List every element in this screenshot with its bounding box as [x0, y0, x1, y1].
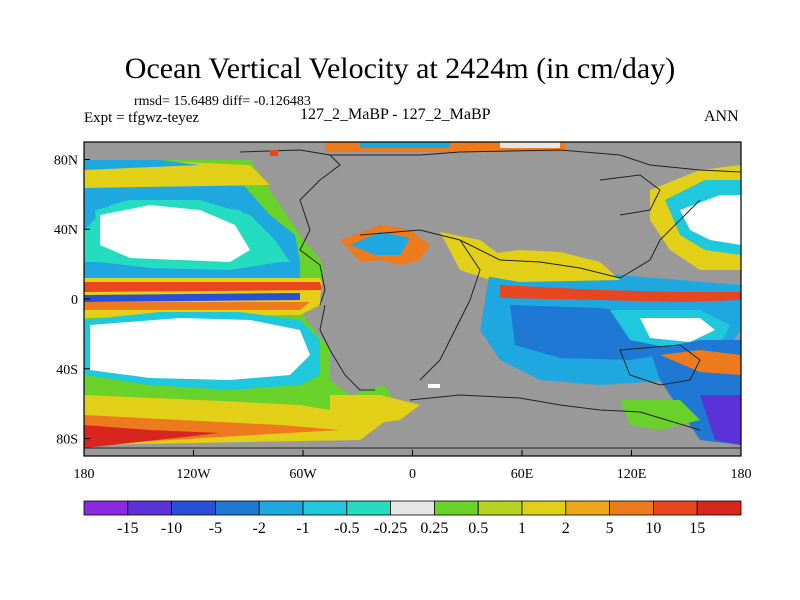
colorbar-label: 1: [518, 520, 526, 537]
experiment-label: Expt = tfgwz-teyez: [84, 110, 200, 126]
map-field: [84, 142, 741, 456]
y-tick-label: 80N: [54, 153, 78, 168]
colorbar-label: -0.25: [374, 520, 407, 537]
colorbar-label: 0.5: [468, 520, 488, 537]
southern-ocean-field: [330, 395, 700, 430]
colorbar-swatch: [696, 500, 742, 516]
colorbar-swatch: [258, 500, 304, 516]
chart-title: Ocean Vertical Velocity at 2424m (in cm/…: [124, 52, 676, 85]
colorbar-label: -1: [296, 520, 309, 537]
colorbar-swatch: [521, 500, 567, 516]
season-label: ANN: [704, 108, 739, 125]
x-tick-label: 60E: [511, 467, 534, 482]
arctic-field: [325, 142, 565, 152]
x-tick-label: 60W: [289, 467, 317, 482]
colorbar-swatch: [83, 500, 129, 516]
western-pacific-field: [650, 165, 741, 445]
colorbar-label: -15: [117, 520, 138, 537]
x-tick-label: 180: [74, 467, 95, 482]
colorbar-label: 5: [606, 520, 614, 537]
colorbar-swatch: [653, 500, 698, 516]
colorbar-label: -10: [161, 520, 182, 537]
colorbar-swatch: [171, 500, 216, 516]
rmsd-diff-stats: rmsd= 15.6489 diff= -0.126483: [134, 94, 311, 109]
colorbar-label: -2: [253, 520, 266, 537]
colorbar-label: 2: [562, 520, 570, 537]
y-tick-label: 40N: [54, 223, 78, 238]
colorbar-swatch: [302, 500, 348, 516]
x-tick-label: 120E: [617, 467, 647, 482]
pacific-ocean-field: [84, 160, 400, 448]
colorbar-swatch: [477, 500, 523, 516]
x-axis: 180 120W 60W 0 60E 120E 180: [74, 450, 752, 482]
colorbar-label: 0.25: [420, 520, 448, 537]
colorbar: -15 -10 -5 -2 -1 -0.5 -0.25 0.25 0.5 1 2 5 10 15: [83, 500, 742, 537]
comparison-label: 127_2_MaBP - 127_2_MaBP: [300, 106, 491, 123]
coastlines: [84, 149, 741, 449]
y-tick-label: 40S: [56, 363, 78, 378]
x-tick-label: 120W: [176, 467, 211, 482]
y-tick-label: 80S: [56, 433, 78, 448]
colorbar-label: -0.5: [334, 520, 359, 537]
colorbar-swatch: [390, 500, 435, 516]
colorbar-swatch: [609, 500, 654, 516]
y-axis: 80N 40N 0 40S 80S: [54, 153, 90, 448]
x-tick-label: 0: [409, 467, 416, 482]
colorbar-swatch: [127, 500, 173, 516]
colorbar-swatch: [346, 500, 391, 516]
colorbar-swatch: [433, 500, 479, 516]
colorbar-label: -5: [209, 520, 222, 537]
x-tick-label: 180: [731, 467, 752, 482]
colorbar-swatch: [214, 500, 260, 516]
colorbar-label: 10: [645, 520, 661, 537]
colorbar-swatch: [565, 500, 610, 516]
colorbar-label: 15: [689, 520, 705, 537]
y-tick-label: 0: [71, 293, 78, 308]
